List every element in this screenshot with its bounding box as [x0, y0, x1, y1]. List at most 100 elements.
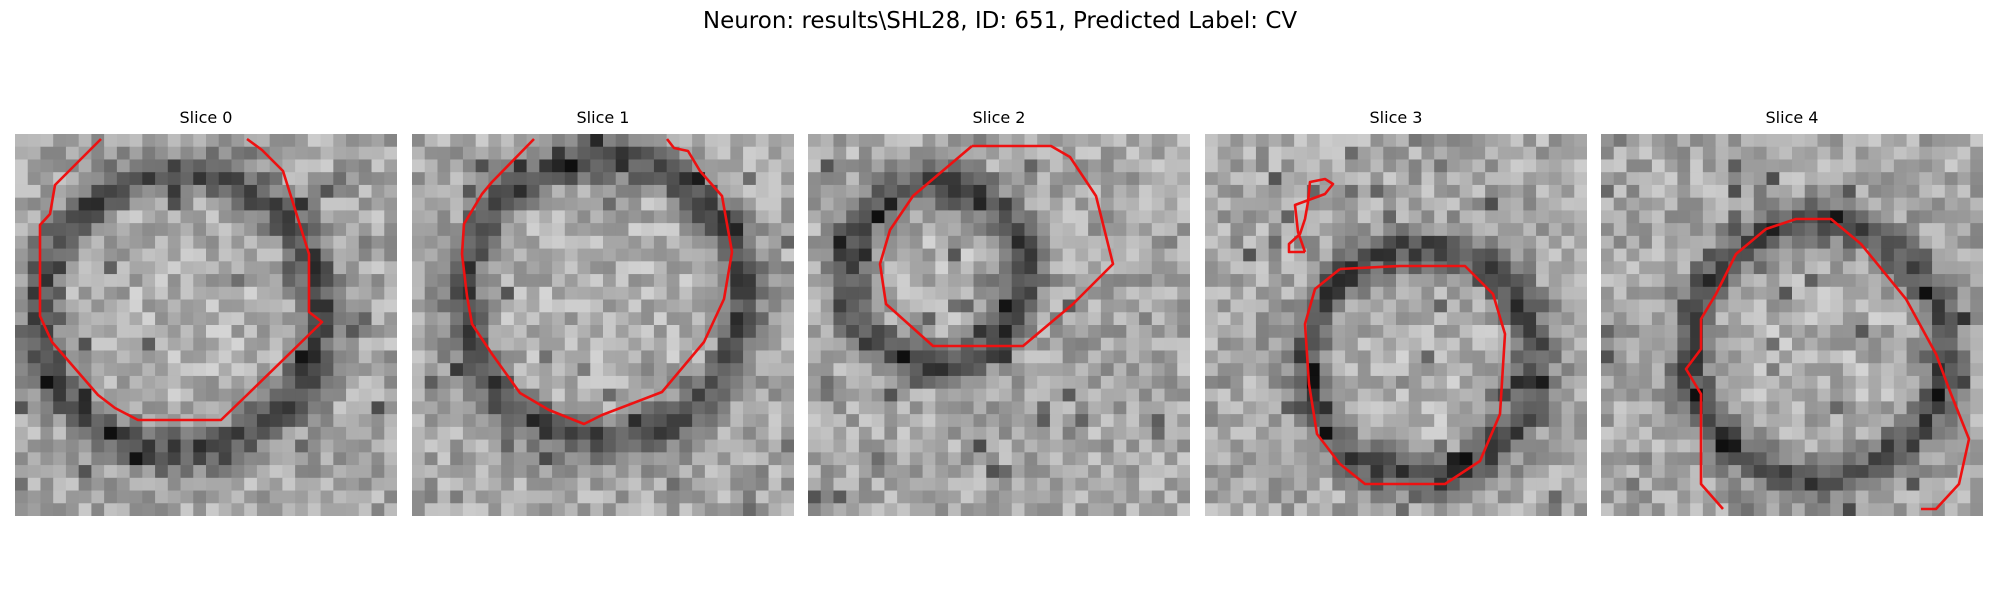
pixel: [1408, 363, 1422, 377]
pixel: [999, 274, 1013, 288]
pixel: [231, 439, 245, 453]
pixel: [424, 312, 438, 326]
pixel: [1868, 465, 1882, 479]
pixel: [1037, 274, 1051, 288]
pixel: [653, 248, 668, 262]
pixel: [1779, 439, 1793, 453]
pixel: [1255, 274, 1270, 288]
pixel: [1177, 363, 1190, 377]
pixel: [450, 439, 464, 453]
pixel: [1690, 172, 1704, 186]
pixel: [129, 223, 143, 237]
pixel: [641, 452, 655, 466]
pixel: [755, 172, 770, 186]
pixel: [218, 235, 232, 250]
pixel: [1011, 426, 1025, 441]
pixel: [15, 210, 29, 224]
pixel: [1830, 159, 1844, 173]
pixel: [78, 477, 92, 492]
pixel: [909, 235, 924, 250]
pixel: [922, 299, 936, 313]
pixel: [577, 337, 591, 351]
pixel: [1357, 197, 1372, 211]
pixel: [167, 401, 182, 415]
pixel: [501, 414, 515, 428]
pixel: [948, 223, 962, 237]
pixel: [1548, 146, 1563, 160]
pixel: [1383, 375, 1397, 390]
pixel: [846, 490, 860, 504]
pixel: [1151, 337, 1166, 351]
pixel: [1151, 184, 1166, 199]
pixel: [1510, 134, 1524, 148]
pixel: [1792, 452, 1806, 466]
pixel: [78, 223, 92, 237]
pixel: [346, 146, 360, 160]
pixel: [628, 325, 642, 339]
pixel: [1970, 439, 1983, 453]
pixel: [653, 223, 668, 237]
pixel: [1243, 223, 1257, 237]
pixel: [1613, 337, 1627, 351]
pixel: [320, 337, 334, 351]
pixel: [1408, 223, 1422, 237]
pixel: [167, 439, 182, 453]
pixel: [1741, 223, 1755, 237]
pixel: [717, 235, 731, 250]
pixel: [1677, 452, 1691, 466]
pixel: [307, 452, 322, 466]
pixel: [193, 172, 207, 186]
pixel: [1281, 465, 1295, 479]
pixel: [820, 337, 834, 351]
pixel: [269, 235, 283, 250]
pixel: [1779, 172, 1793, 186]
pixel: [820, 261, 834, 275]
pixel: [1434, 503, 1448, 516]
pixel: [424, 274, 438, 288]
pixel: [371, 184, 385, 199]
pixel: [1932, 159, 1946, 173]
pixel: [1255, 401, 1270, 415]
pixel: [871, 184, 885, 199]
pixel: [692, 146, 706, 160]
pixel: [27, 452, 41, 466]
pixel: [743, 134, 757, 148]
pixel: [462, 337, 477, 351]
pixel: [193, 274, 207, 288]
pixel: [1294, 146, 1308, 160]
pixel: [1151, 465, 1166, 479]
pixel: [129, 439, 143, 453]
pixel: [1011, 286, 1025, 301]
pixel: [986, 299, 1000, 313]
pixel: [666, 465, 680, 479]
pixel: [666, 337, 680, 351]
pixel: [513, 452, 528, 466]
pixel: [1613, 477, 1627, 492]
pixel: [15, 452, 29, 466]
pixel: [960, 197, 975, 211]
pixel: [358, 388, 373, 402]
pixel: [603, 210, 617, 224]
pixel: [1408, 452, 1422, 466]
pixel: [717, 452, 731, 466]
pixel: [1957, 146, 1971, 160]
pixel: [1177, 146, 1190, 160]
pixel: [1779, 375, 1793, 390]
pixel: [999, 210, 1013, 224]
pixel: [1932, 490, 1946, 504]
pixel: [1932, 414, 1946, 428]
pixel: [1332, 337, 1346, 351]
pixel: [384, 172, 397, 186]
pixel: [590, 248, 604, 262]
pixel: [333, 325, 347, 339]
pixel: [450, 325, 464, 339]
pixel: [27, 350, 41, 364]
pixel: [704, 223, 719, 237]
slice-4-image: [1601, 134, 1983, 516]
pixel: [1690, 363, 1704, 377]
pixel: [552, 197, 566, 211]
pixel: [564, 235, 579, 250]
pixel: [1230, 490, 1244, 504]
pixel: [129, 197, 143, 211]
pixel: [384, 388, 397, 402]
